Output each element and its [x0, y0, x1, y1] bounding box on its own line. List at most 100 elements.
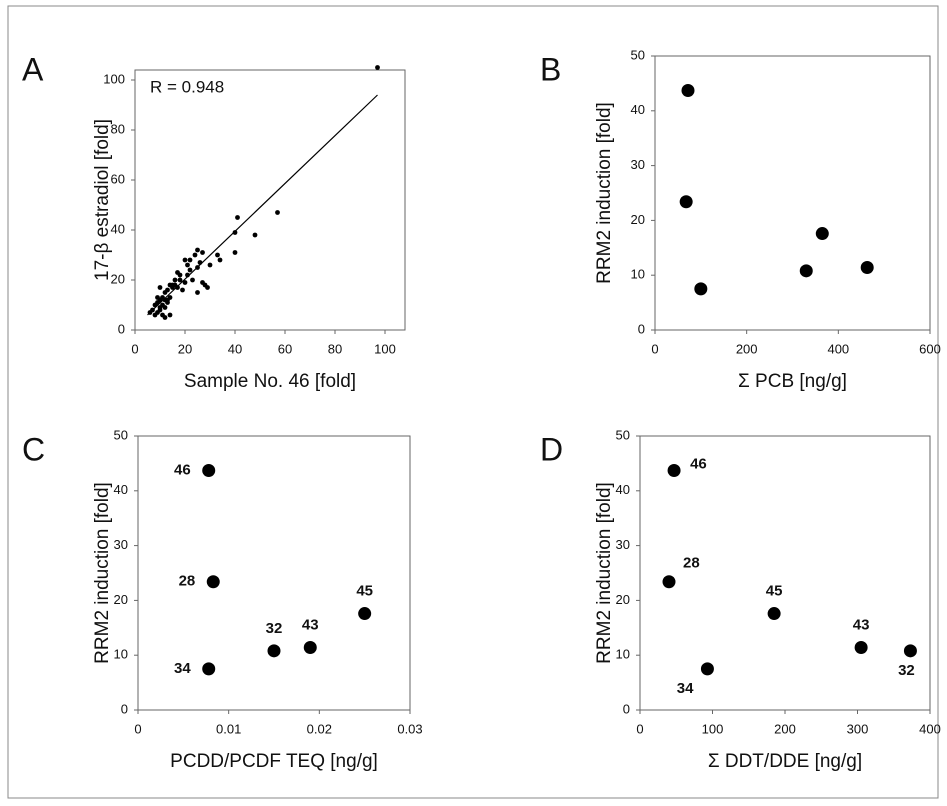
point-label: 28	[683, 555, 700, 572]
point	[200, 250, 205, 255]
point	[187, 257, 193, 263]
x-axis-label: Σ DDT/DDE [ng/g]	[708, 751, 862, 772]
point-label: 45	[356, 583, 373, 600]
y-axis-label: RRM2 induction [fold]	[594, 102, 615, 284]
x-tick-label: 200	[774, 721, 796, 736]
point	[187, 267, 193, 273]
point	[215, 252, 220, 258]
point-label: 46	[690, 455, 707, 472]
y-tick-label: 50	[616, 427, 630, 442]
point	[694, 282, 708, 296]
point	[172, 277, 178, 283]
fit-line	[147, 94, 378, 316]
point	[232, 230, 238, 235]
y-tick-label: 50	[631, 47, 645, 62]
y-tick-label: 40	[114, 482, 128, 497]
point	[197, 260, 203, 265]
x-tick-label: 0	[651, 341, 658, 356]
x-tick-label: 40	[228, 341, 242, 356]
x-tick-label: 60	[278, 341, 292, 356]
y-axis-label: 17-β estradiol [fold]	[92, 119, 113, 281]
point	[182, 257, 188, 263]
point-label: 34	[677, 680, 694, 697]
y-tick-label: 30	[616, 537, 630, 552]
point	[147, 310, 153, 315]
point	[152, 302, 158, 308]
point	[162, 290, 168, 295]
point	[152, 312, 158, 318]
point	[170, 282, 175, 288]
x-tick-label: 300	[847, 721, 869, 736]
point-label: 45	[766, 583, 783, 600]
plot-frame	[639, 435, 931, 711]
point	[157, 285, 163, 290]
x-axis-label: Sample No. 46 [fold]	[184, 371, 356, 392]
point	[667, 464, 681, 478]
y-tick-label: 40	[616, 482, 630, 497]
point	[303, 641, 317, 655]
point	[232, 250, 238, 255]
x-tick-label: 100	[374, 341, 396, 356]
x-tick-label: 0.03	[397, 721, 422, 736]
point	[185, 272, 190, 278]
y-tick-label: 0	[118, 321, 125, 336]
point	[235, 215, 240, 220]
point	[206, 575, 220, 589]
frame	[7, 5, 939, 799]
point	[207, 262, 213, 268]
point-label: 32	[898, 662, 915, 679]
y-tick-label: 30	[631, 157, 645, 172]
x-tick-label: 400	[827, 341, 849, 356]
x-tick-label: 400	[919, 721, 941, 736]
y-tick-label: 10	[631, 267, 645, 282]
point-label: 43	[302, 616, 319, 633]
point	[275, 210, 280, 215]
y-tick-label: 10	[616, 647, 630, 662]
plot-frame	[137, 435, 411, 711]
point	[177, 272, 183, 278]
y-tick-label: 0	[623, 701, 630, 716]
point	[177, 277, 183, 283]
x-tick-label: 0	[636, 721, 643, 736]
point	[903, 644, 917, 658]
point	[662, 575, 676, 589]
y-tick-label: 20	[114, 592, 128, 607]
y-tick-label: 10	[114, 647, 128, 662]
point	[175, 285, 180, 290]
y-tick-label: 0	[121, 701, 128, 716]
point	[180, 287, 185, 293]
x-tick-label: 20	[178, 341, 192, 356]
point	[799, 264, 813, 278]
point	[195, 265, 200, 270]
x-tick-label: 200	[736, 341, 758, 356]
point	[155, 295, 160, 300]
point	[217, 257, 223, 263]
point	[157, 307, 163, 313]
annotation: R = 0.948	[150, 77, 224, 96]
point	[202, 662, 216, 676]
point-label: 32	[266, 620, 283, 637]
point-label: 28	[179, 573, 196, 590]
panel-label: D	[540, 431, 563, 467]
panel-label: C	[22, 431, 45, 467]
point	[815, 227, 829, 241]
x-axis-label: PCDD/PCDF TEQ [ng/g]	[170, 751, 378, 772]
point	[162, 305, 168, 310]
point	[192, 252, 198, 258]
point	[167, 312, 173, 318]
point	[190, 277, 195, 283]
panel-label: B	[540, 51, 561, 87]
y-tick-label: 0	[638, 321, 645, 336]
x-tick-label: 80	[328, 341, 342, 356]
plot-frame	[134, 69, 406, 331]
point	[205, 285, 210, 290]
y-tick-label: 80	[111, 121, 125, 136]
point	[860, 261, 874, 275]
y-tick-label: 100	[103, 71, 125, 86]
point	[358, 607, 372, 621]
point	[679, 195, 693, 209]
y-tick-label: 30	[114, 537, 128, 552]
x-tick-label: 0	[131, 341, 138, 356]
x-tick-label: 0	[134, 721, 141, 736]
